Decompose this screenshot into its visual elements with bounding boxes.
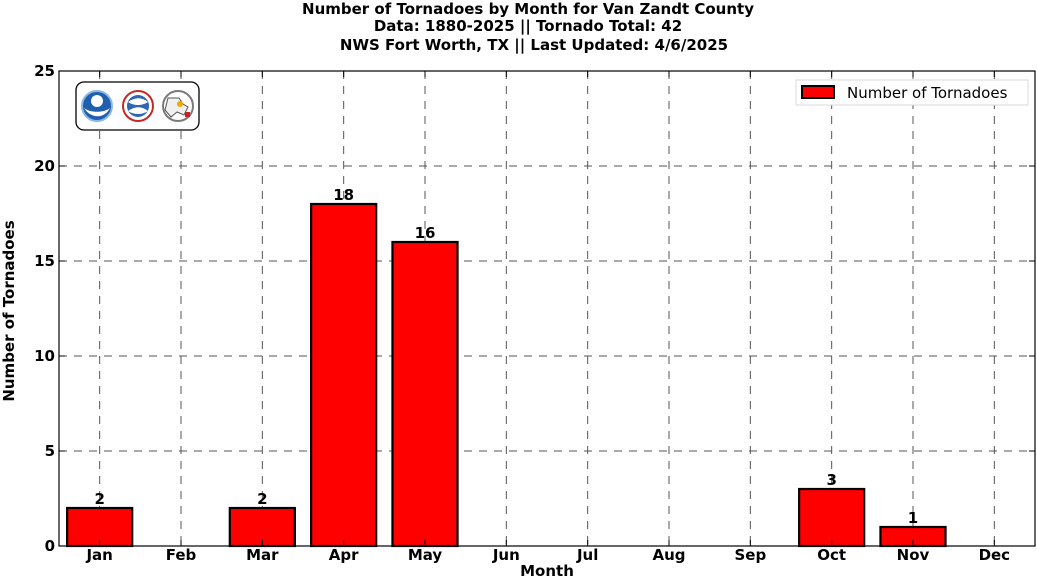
- bar-value-label: 2: [257, 490, 267, 508]
- bar-mar: [228, 506, 296, 548]
- bar-value-label: 16: [415, 224, 436, 242]
- bar-value-label: 1: [908, 509, 918, 527]
- x-tick-label: May: [408, 546, 443, 564]
- x-tick-label: Feb: [166, 546, 197, 564]
- grid-lines: [59, 71, 1035, 546]
- bar-value-labels: 2 2 18 16 3 1: [94, 186, 918, 527]
- y-axis-ticks: 0 5 10 15 20 25: [34, 62, 1035, 555]
- chart-title-line-2: Data: 1880-2025 || Tornado Total: 42: [374, 17, 682, 36]
- x-tick-label: Aug: [652, 546, 685, 564]
- x-tick-label: Jan: [85, 546, 112, 564]
- bar-value-label: 3: [826, 471, 836, 489]
- x-axis-ticks: Jan Feb Mar Apr May Jun Jul Aug Sep Oct Nov Dec: [85, 71, 1010, 564]
- x-tick-label: Sep: [734, 546, 766, 564]
- noaa-logo: [81, 90, 113, 122]
- agency-logos: [75, 81, 200, 131]
- nws-fort-worth-logo: [162, 90, 194, 122]
- y-axis-label: Number of Tornadoes: [0, 220, 18, 401]
- y-tick-label: 0: [45, 537, 55, 555]
- x-axis-label: Month: [520, 562, 574, 580]
- legend: Number of Tornadoes: [795, 79, 1029, 106]
- legend-label: Number of Tornadoes: [847, 84, 1008, 102]
- x-tick-label: Oct: [817, 546, 846, 564]
- chart-title-line-3: NWS Fort Worth, TX || Last Updated: 4/6/…: [340, 36, 728, 55]
- nws-logo: [122, 90, 154, 122]
- y-tick-label: 25: [34, 62, 55, 80]
- x-tick-label: Mar: [246, 546, 279, 564]
- x-tick-label: Jul: [576, 546, 598, 564]
- bars: [66, 202, 947, 548]
- bar-jan: [66, 506, 134, 548]
- x-tick-label: Dec: [979, 546, 1011, 564]
- y-tick-label: 15: [34, 252, 55, 270]
- y-tick-label: 20: [34, 157, 55, 175]
- legend-swatch: [801, 85, 835, 99]
- bar-oct: [798, 487, 866, 548]
- x-tick-label: Jun: [492, 546, 520, 564]
- bar-value-label: 2: [94, 490, 104, 508]
- bar-apr: [310, 202, 378, 548]
- bar-value-label: 18: [333, 186, 354, 204]
- x-tick-label: Nov: [897, 546, 930, 564]
- plot-area: [58, 70, 1036, 547]
- y-tick-label: 5: [45, 442, 55, 460]
- chart-title-line-1: Number of Tornadoes by Month for Van Zan…: [302, 0, 754, 18]
- bar-may: [391, 240, 459, 548]
- chart-title: Number of Tornadoes by Month for Van Zan…: [302, 0, 754, 55]
- x-tick-label: Apr: [329, 546, 359, 564]
- y-tick-label: 10: [34, 347, 55, 365]
